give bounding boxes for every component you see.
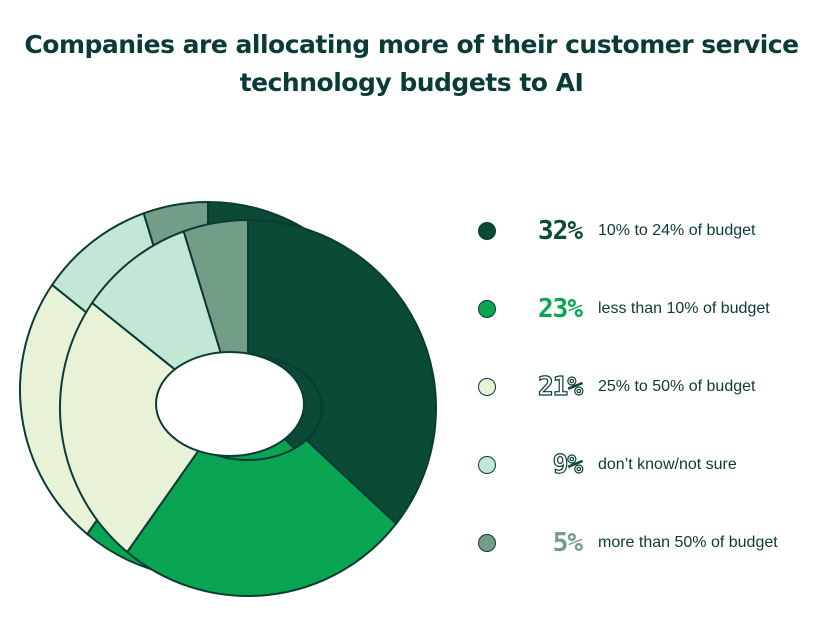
pie-slice-2 <box>125 438 398 597</box>
legend-percent: 5% <box>552 528 583 558</box>
legend-swatch <box>478 378 496 396</box>
legend-item: 23% less than 10% of budget <box>470 290 810 330</box>
pie-slice-1 <box>247 218 437 526</box>
legend-swatch <box>478 534 496 552</box>
legend-item: 32% 10% to 24% of budget <box>470 212 810 252</box>
chart-title-line-1: Companies are allocating more of their c… <box>24 30 799 59</box>
legend-label: 25% to 50% of budget <box>598 378 756 395</box>
legend-label: don’t know/not sure <box>598 456 737 473</box>
donut-hole <box>155 351 305 457</box>
legend-swatch <box>478 300 496 318</box>
legend-percent: 23% <box>538 294 583 324</box>
chart-title: Companies are allocating more of their c… <box>0 26 823 102</box>
legend-percent: 9% <box>552 449 584 480</box>
donut-front-layer <box>59 218 437 597</box>
legend-item: 5% more than 50% of budget <box>470 524 810 564</box>
legend-item: 21% 25% to 50% of budget <box>470 368 810 408</box>
chart-title-line-2: technology budgets to AI <box>239 68 584 97</box>
donut-chart <box>19 200 437 597</box>
legend-label: 10% to 24% of budget <box>598 222 756 239</box>
legend-percent: 21% <box>537 371 583 402</box>
legend-label: more than 50% of budget <box>598 534 778 551</box>
legend-swatch <box>478 456 496 474</box>
legend-item: 9% don’t know/not sure <box>470 446 810 486</box>
legend-percent: 32% <box>538 216 583 246</box>
legend-label: less than 10% of budget <box>598 300 770 317</box>
legend-swatch <box>478 222 496 240</box>
